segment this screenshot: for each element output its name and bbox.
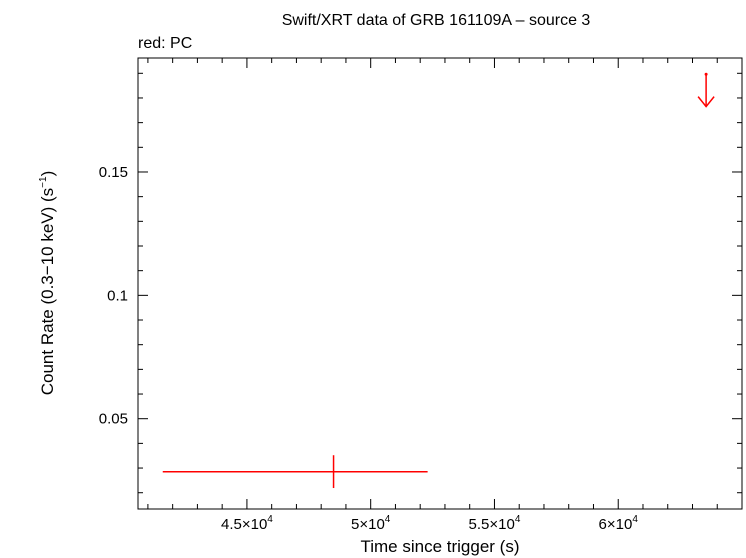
y-axis-label-exponent: −1 [38, 176, 49, 188]
plot-frame [137, 57, 743, 510]
chart-subtitle: red: PC [138, 35, 192, 52]
y-axis-label-prefix: Count Rate (0.3−10 keV) (s [38, 188, 57, 395]
x-axis-label: Time since trigger (s) [360, 537, 519, 556]
x-axis-ticks: 4.5×104 5×104 5.5×104 6×104 [147, 58, 743, 533]
x-tick-exponent: 4 [632, 514, 638, 525]
x-tick-mantissa: 5.5×10 [469, 516, 515, 533]
y-axis-label-suffix: ) [38, 171, 57, 177]
y-tick-label: 0.1 [107, 287, 128, 304]
x-tick-mantissa: 6×10 [599, 516, 633, 533]
y-tick-label: 0.15 [99, 164, 128, 181]
x-tick-label: 5×104 [351, 514, 391, 533]
x-tick-exponent: 4 [515, 514, 521, 525]
x-tick-label: 5.5×104 [469, 514, 521, 533]
y-tick-label: 0.05 [99, 411, 128, 428]
chart-title: Swift/XRT data of GRB 161109A – source 3 [282, 12, 591, 29]
upper-limit-arrow-head [697, 96, 715, 108]
x-tick-mantissa: 5×10 [351, 516, 385, 533]
x-tick-label: 6×104 [599, 514, 639, 533]
x-tick-exponent: 4 [385, 514, 391, 525]
x-tick-label: 4.5×104 [221, 514, 273, 533]
x-tick-exponent: 4 [267, 514, 273, 525]
data-layer [162, 72, 715, 489]
y-axis-label: Count Rate (0.3−10 keV) (s−1) [38, 171, 57, 396]
y-axis-ticks: 0.05 0.1 0.15 [99, 72, 742, 494]
x-tick-mantissa: 4.5×10 [221, 516, 267, 533]
